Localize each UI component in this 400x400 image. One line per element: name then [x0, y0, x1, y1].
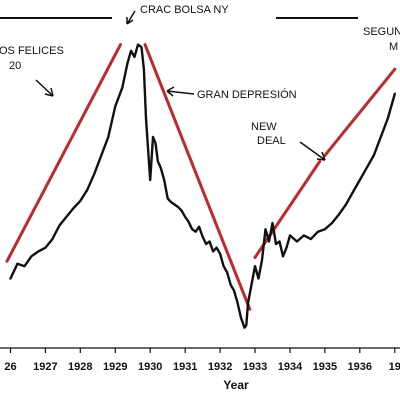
arrow-new-deal	[299, 141, 326, 161]
trend-line-3	[253, 160, 322, 259]
annotations: CRAC BOLSA NY OS FELICES 20 GRAN DEPRESI…	[0, 4, 400, 161]
annotation-crac-bolsa: CRAC BOLSA NY	[140, 4, 229, 16]
x-tick-label: 1928	[68, 361, 92, 373]
x-tick-label: 26	[4, 361, 16, 373]
arrow-crac-bolsa	[126, 10, 136, 25]
x-axis-title: Year	[223, 378, 249, 392]
x-tick-label: 1932	[208, 361, 232, 373]
x-tick-label: 1933	[243, 361, 267, 373]
annotation-m: M	[389, 41, 398, 53]
x-tick-label: 19	[389, 361, 400, 373]
series-line	[9, 43, 396, 329]
arrow-felices	[35, 79, 54, 97]
x-tick-label: 1936	[348, 361, 372, 373]
annotation-segun: SEGUN	[363, 26, 400, 38]
annotation-felices-20: 20	[9, 60, 21, 72]
annotation-new: NEW	[251, 121, 277, 133]
arrow-gran-depresion	[166, 86, 195, 97]
annotation-gran-depresion: GRAN DEPRESIÓN	[197, 88, 297, 101]
trend-lines	[5, 43, 397, 311]
annotation-felices: OS FELICES	[0, 45, 64, 57]
x-tick-label: 1927	[33, 361, 57, 373]
x-tick-label: 1935	[313, 361, 337, 373]
x-tick-label: 1930	[138, 361, 162, 373]
trend-line-2	[143, 43, 252, 311]
trend-line-4	[323, 67, 397, 157]
annotation-deal: DEAL	[257, 135, 286, 147]
x-ticks: 26 1927 1928 1929 1930 1931 1932 1933 1934 1935 19…	[4, 348, 400, 373]
trend-line-1	[5, 43, 122, 263]
x-tick-label: 1929	[103, 361, 127, 373]
x-tick-label: 1934	[278, 361, 303, 373]
x-tick-label: 1931	[173, 361, 197, 373]
